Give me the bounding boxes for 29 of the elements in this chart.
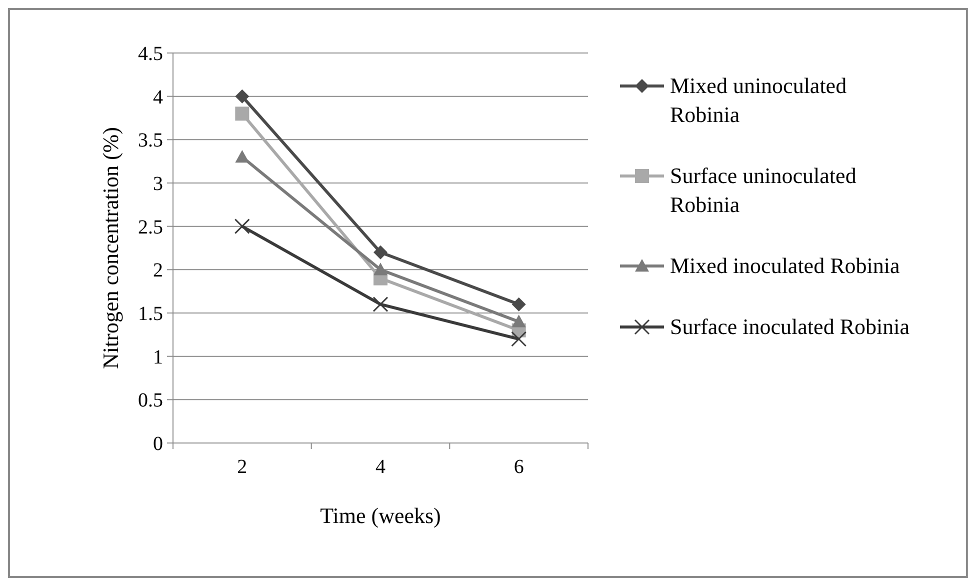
- x-tick-label: 6: [514, 456, 524, 478]
- y-tick-label: 0: [153, 433, 163, 455]
- y-tick-label: 1: [153, 346, 163, 368]
- point: [374, 262, 388, 276]
- y-tick-label: 3.5: [138, 130, 163, 152]
- y-tick-label: 4.5: [138, 43, 163, 65]
- x-tick-label: 2: [237, 456, 248, 478]
- point: [372, 296, 388, 312]
- y-tick-label: 3: [153, 173, 163, 195]
- y-tick-label: 4: [153, 86, 163, 108]
- point: [512, 314, 526, 328]
- point: [235, 106, 250, 121]
- y-tick-label: 2: [153, 260, 163, 282]
- legend-label: Surface uninoculated Robinia: [670, 163, 856, 217]
- x-tick-label: 4: [376, 456, 386, 478]
- legend-label: Mixed inoculated Robinia: [670, 253, 900, 278]
- point: [512, 297, 526, 312]
- y-tick-label: 1.5: [138, 303, 163, 325]
- point: [511, 331, 527, 347]
- legend-label: Mixed uninoculated Robinia: [670, 73, 847, 127]
- x-axis-title: Time (weeks): [320, 503, 441, 528]
- legend-label: Surface inoculated Robinia: [670, 314, 910, 339]
- y-axis-title: Nitrogen concentration (%): [98, 127, 123, 369]
- point: [235, 89, 250, 104]
- point: [235, 150, 250, 163]
- y-tick-label: 0.5: [138, 390, 163, 412]
- point: [234, 218, 250, 234]
- y-tick-label: 2.5: [138, 216, 163, 238]
- point: [374, 245, 388, 260]
